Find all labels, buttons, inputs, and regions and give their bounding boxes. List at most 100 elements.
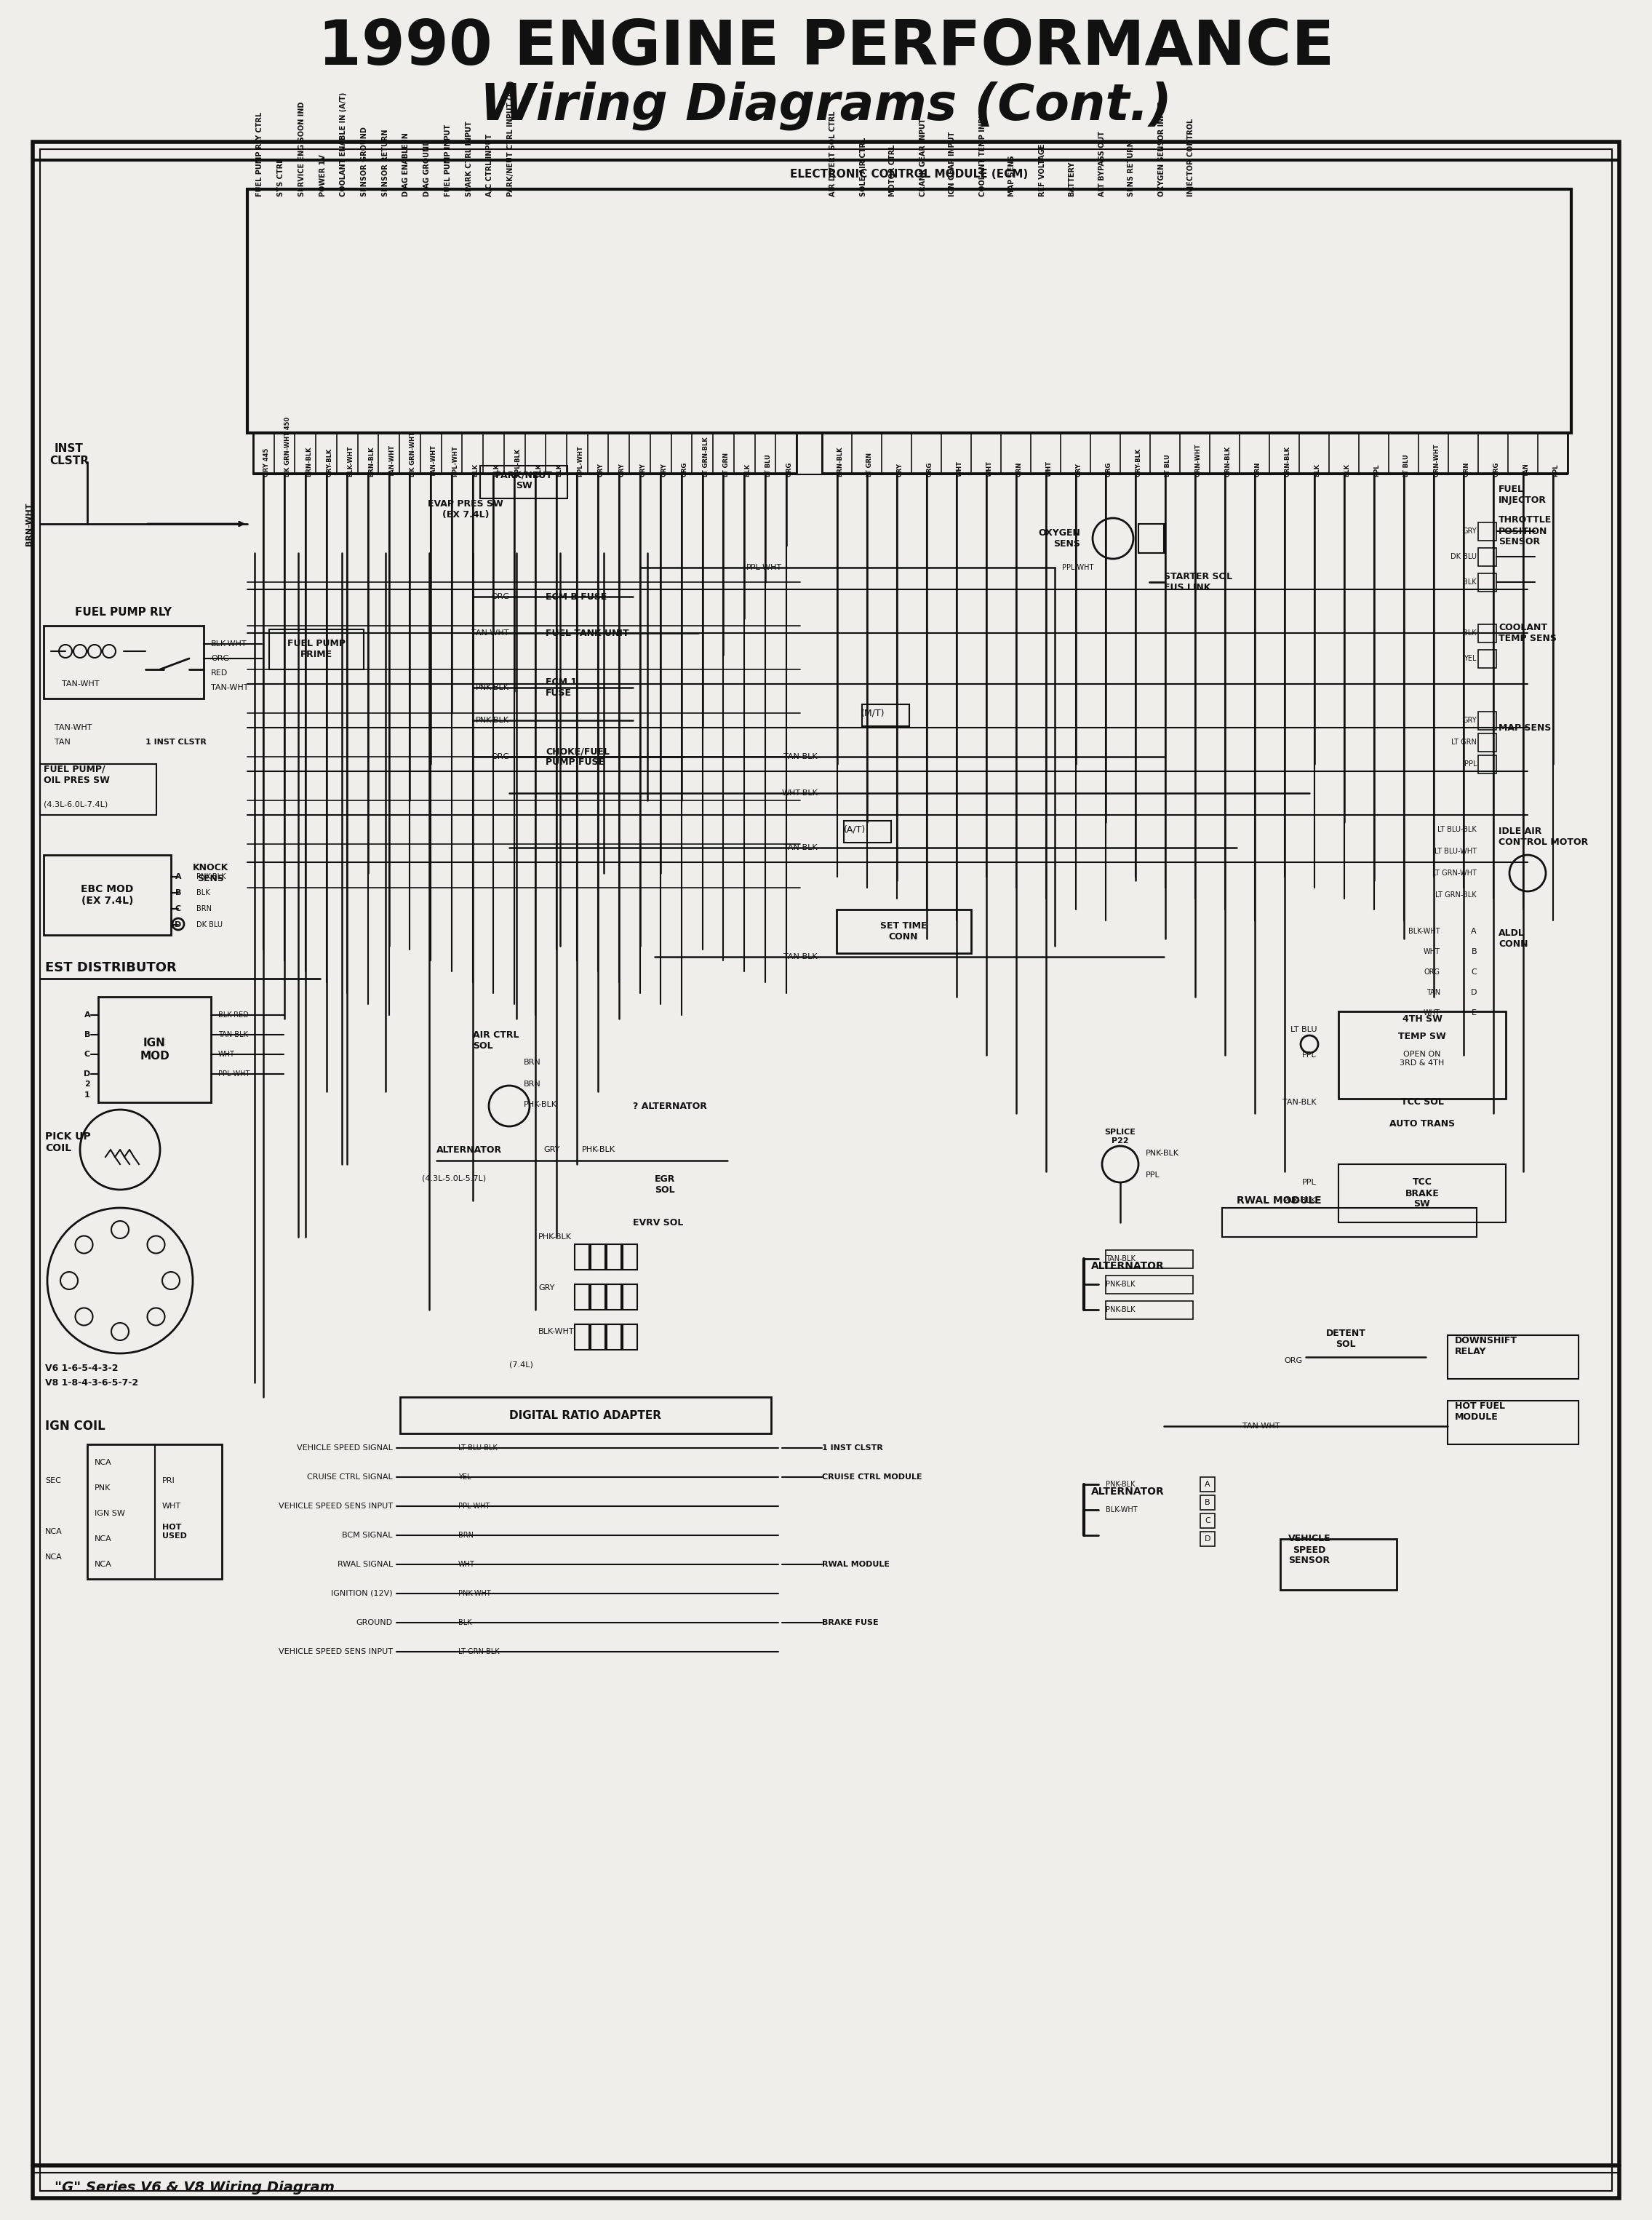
Text: FUEL TANK UNIT: FUEL TANK UNIT (545, 628, 629, 637)
Text: ECM 1
FUSE: ECM 1 FUSE (545, 677, 577, 697)
Text: PPL-WHT: PPL-WHT (451, 446, 458, 477)
Text: IGNITION (12V): IGNITION (12V) (332, 1590, 393, 1596)
Bar (623, 1283, 638, 1310)
Text: BLK: BLK (557, 464, 563, 477)
Text: ORG: ORG (491, 753, 509, 761)
Text: SYS CTRL: SYS CTRL (278, 158, 284, 195)
Text: SOLE AIR CTRL: SOLE AIR CTRL (859, 138, 867, 195)
Text: GRY: GRY (639, 462, 646, 477)
Text: GRN: GRN (1254, 462, 1260, 477)
Bar (97, 997, 211, 1103)
Bar (1201, 1476, 1214, 1492)
Text: EVAP PRES SW
(EX 7.4L): EVAP PRES SW (EX 7.4L) (428, 500, 504, 519)
Bar (836, 910, 971, 952)
Text: ALT BYPASS OUT: ALT BYPASS OUT (1099, 131, 1105, 195)
Text: GRY 445: GRY 445 (264, 448, 271, 477)
Text: BLK: BLK (197, 890, 210, 897)
Text: RWAL MODULE: RWAL MODULE (823, 1561, 890, 1567)
Text: TAN-WHT: TAN-WHT (388, 444, 395, 477)
Text: BLK: BLK (1464, 579, 1477, 586)
Text: GRY-BLK: GRY-BLK (327, 448, 332, 477)
Text: CRUISE CTRL MODULE: CRUISE CTRL MODULE (823, 1474, 922, 1481)
Text: AIR CTRL
SOL: AIR CTRL SOL (472, 1030, 519, 1050)
Text: WHT: WHT (162, 1503, 180, 1510)
Bar (575, 1325, 590, 1350)
Text: BRAKE FUSE: BRAKE FUSE (823, 1618, 879, 1627)
Text: (A/T): (A/T) (844, 826, 866, 835)
Text: DIGITAL RATIO ADAPTER: DIGITAL RATIO ADAPTER (509, 1410, 661, 1421)
Text: ORG: ORG (491, 593, 509, 599)
Text: A/C CTRL INPUT: A/C CTRL INPUT (486, 133, 494, 195)
Text: OXYGEN SENSOR INPUT: OXYGEN SENSOR INPUT (1158, 102, 1165, 195)
Text: (4.3L-5.0L-5.7L): (4.3L-5.0L-5.7L) (421, 1174, 486, 1183)
Text: VEHICLE SPEED SENS INPUT: VEHICLE SPEED SENS INPUT (279, 1503, 393, 1510)
Text: STARTER SOL
FUS LINK: STARTER SOL FUS LINK (1165, 573, 1232, 593)
Bar (823, 433, 1568, 473)
Text: 1: 1 (84, 1092, 91, 1099)
Text: BRN-BLK: BRN-BLK (306, 446, 312, 477)
Text: YEL: YEL (1464, 655, 1477, 662)
Text: B: B (175, 890, 182, 897)
Text: SEC: SEC (45, 1476, 61, 1485)
Text: LT BLU-WHT: LT BLU-WHT (1434, 848, 1477, 855)
Text: MOTOR CTRL: MOTOR CTRL (889, 144, 897, 195)
Text: PNK-BLK: PNK-BLK (1105, 1281, 1135, 1288)
Text: TAN: TAN (1523, 464, 1530, 477)
Text: ALDL
CONN: ALDL CONN (1498, 928, 1528, 948)
Text: ALTERNATOR: ALTERNATOR (1092, 1261, 1165, 1272)
Text: PHK-BLK: PHK-BLK (582, 1146, 616, 1154)
Text: EBC MOD
(EX 7.4L): EBC MOD (EX 7.4L) (81, 884, 134, 906)
Bar (1447, 1401, 1579, 1445)
Text: IGN GEAR INPUT: IGN GEAR INPUT (948, 131, 957, 195)
Text: BLK: BLK (472, 464, 479, 477)
Text: BLK-WHT: BLK-WHT (347, 446, 354, 477)
Bar (88, 1445, 221, 1578)
Text: VEHICLE SPEED SENS INPUT: VEHICLE SPEED SENS INPUT (279, 1647, 393, 1656)
Text: DOWNSHIFT
RELAY: DOWNSHIFT RELAY (1455, 1336, 1518, 1356)
Text: TCC SOL: TCC SOL (1401, 1097, 1444, 1108)
Text: SET TIME
CONN: SET TIME CONN (881, 921, 927, 941)
Bar (1338, 1163, 1505, 1223)
Text: IGN SW: IGN SW (94, 1510, 126, 1516)
Text: WHT: WHT (1424, 1010, 1441, 1017)
Text: GRY: GRY (539, 1283, 555, 1292)
Text: BLK-WHT: BLK-WHT (211, 639, 248, 648)
Text: NCA: NCA (94, 1459, 112, 1465)
Text: WHT: WHT (986, 460, 993, 477)
Text: GRY-BLK: GRY-BLK (1135, 448, 1142, 477)
Text: TAN-BLK: TAN-BLK (1282, 1099, 1317, 1106)
Text: V6 1-6-5-4-3-2: V6 1-6-5-4-3-2 (45, 1363, 119, 1372)
Bar (1479, 573, 1497, 591)
Bar (606, 1283, 621, 1310)
Text: MAP SENS: MAP SENS (1498, 724, 1551, 733)
Text: GRY: GRY (1075, 462, 1082, 477)
Text: MAP SENS: MAP SENS (1009, 155, 1016, 195)
Text: BRN: BRN (458, 1532, 474, 1538)
Text: TAN: TAN (55, 739, 71, 746)
Text: PPL: PPL (1146, 1172, 1160, 1179)
Text: TAN-WHT: TAN-WHT (431, 444, 438, 477)
Text: OXYGEN
SENS: OXYGEN SENS (1037, 528, 1080, 548)
Text: C: C (84, 1050, 91, 1059)
Text: PPL-WHT: PPL-WHT (218, 1070, 249, 1077)
Text: GRY: GRY (620, 462, 626, 477)
Text: DK GRN-WHT: DK GRN-WHT (410, 431, 416, 477)
Text: ORG: ORG (786, 462, 793, 477)
Bar (1201, 1532, 1214, 1545)
Text: LT GRN-BLK: LT GRN-BLK (702, 437, 709, 477)
Text: BRN-BLK: BRN-BLK (838, 446, 844, 477)
Text: PRI: PRI (162, 1476, 175, 1485)
Text: INJECTOR CONTROL: INJECTOR CONTROL (1188, 118, 1194, 195)
Text: COOLANT TEMP INPUT: COOLANT TEMP INPUT (978, 107, 986, 195)
Bar (1201, 1496, 1214, 1510)
Text: GRN-WHT: GRN-WHT (1194, 444, 1201, 477)
Text: PNK-BLK: PNK-BLK (1105, 1305, 1135, 1314)
Bar (269, 630, 363, 670)
Text: INST
CLSTR: INST CLSTR (50, 444, 89, 466)
Bar (575, 1243, 590, 1270)
Text: PNK-BLK: PNK-BLK (476, 684, 509, 690)
Bar (1479, 548, 1497, 566)
Text: TEMP SW: TEMP SW (1398, 1032, 1446, 1041)
Text: Wiring Diagrams (Cont.): Wiring Diagrams (Cont.) (481, 80, 1171, 131)
Text: GRY: GRY (661, 462, 667, 477)
